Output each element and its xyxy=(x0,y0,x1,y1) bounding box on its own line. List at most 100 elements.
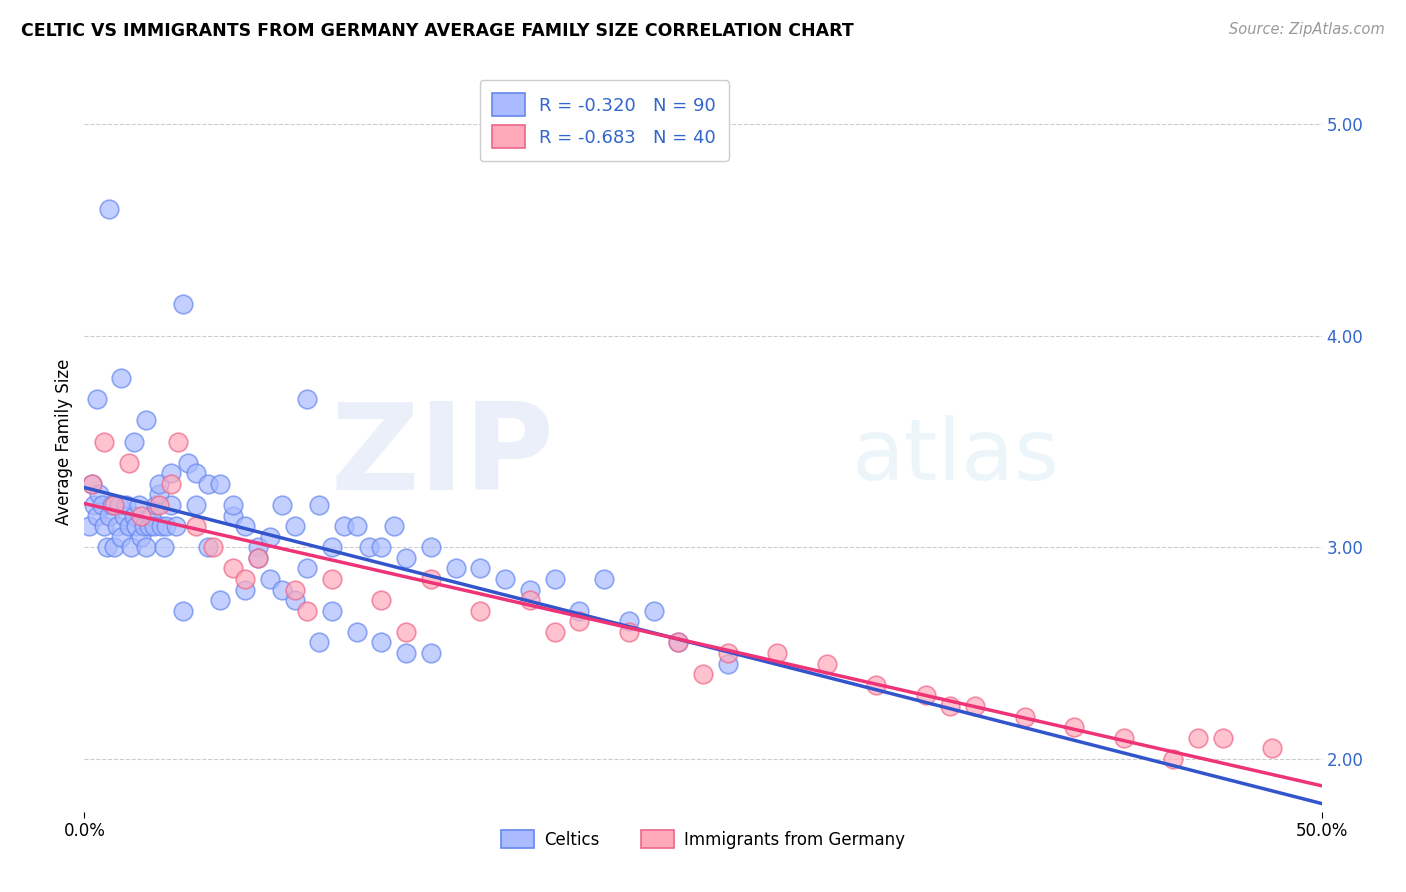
Point xyxy=(766,646,789,660)
Point xyxy=(321,541,343,555)
Point xyxy=(865,678,887,692)
Point xyxy=(246,550,269,565)
Point xyxy=(128,498,150,512)
Point xyxy=(419,541,441,555)
Point xyxy=(419,646,441,660)
Point xyxy=(568,615,591,629)
Point xyxy=(165,519,187,533)
Point xyxy=(103,498,125,512)
Point xyxy=(93,519,115,533)
Point xyxy=(118,519,141,533)
Point xyxy=(357,541,380,555)
Point xyxy=(105,519,128,533)
Point xyxy=(184,519,207,533)
Point xyxy=(308,635,330,649)
Point xyxy=(197,476,219,491)
Point xyxy=(98,202,121,216)
Point xyxy=(122,508,145,523)
Point xyxy=(172,604,194,618)
Point xyxy=(419,572,441,586)
Point xyxy=(148,487,170,501)
Text: ZIP: ZIP xyxy=(330,398,554,515)
Point xyxy=(98,508,121,523)
Point xyxy=(83,498,105,512)
Point xyxy=(233,582,256,597)
Point xyxy=(90,498,112,512)
Point xyxy=(717,646,740,660)
Point xyxy=(167,434,190,449)
Point xyxy=(568,604,591,618)
Point xyxy=(209,593,232,607)
Point xyxy=(86,508,108,523)
Text: atlas: atlas xyxy=(852,415,1060,498)
Point xyxy=(184,467,207,481)
Point xyxy=(444,561,467,575)
Point xyxy=(308,498,330,512)
Point xyxy=(295,392,318,407)
Point xyxy=(494,572,516,586)
Point xyxy=(370,541,392,555)
Point xyxy=(717,657,740,671)
Point xyxy=(370,635,392,649)
Y-axis label: Average Family Size: Average Family Size xyxy=(55,359,73,524)
Point xyxy=(129,530,152,544)
Point xyxy=(815,657,838,671)
Point xyxy=(233,519,256,533)
Point xyxy=(321,572,343,586)
Point xyxy=(172,297,194,311)
Point xyxy=(222,561,245,575)
Point xyxy=(617,615,640,629)
Point xyxy=(271,582,294,597)
Point xyxy=(692,667,714,681)
Point xyxy=(1187,731,1209,745)
Point xyxy=(370,593,392,607)
Point xyxy=(110,530,132,544)
Point xyxy=(141,508,163,523)
Point xyxy=(519,593,541,607)
Point xyxy=(160,476,183,491)
Point xyxy=(295,561,318,575)
Point xyxy=(666,635,689,649)
Point xyxy=(1112,731,1135,745)
Point xyxy=(617,624,640,639)
Point xyxy=(271,498,294,512)
Point xyxy=(470,561,492,575)
Point xyxy=(110,371,132,385)
Point xyxy=(543,624,565,639)
Point xyxy=(129,508,152,523)
Point xyxy=(138,519,160,533)
Point xyxy=(321,604,343,618)
Point xyxy=(222,498,245,512)
Point xyxy=(125,519,148,533)
Legend: Celtics, Immigrants from Germany: Celtics, Immigrants from Germany xyxy=(494,823,912,855)
Point xyxy=(80,476,103,491)
Point xyxy=(1161,752,1184,766)
Point xyxy=(382,519,405,533)
Point xyxy=(96,541,118,555)
Point xyxy=(135,413,157,427)
Point xyxy=(86,392,108,407)
Point xyxy=(184,498,207,512)
Point xyxy=(115,498,138,512)
Point xyxy=(120,541,142,555)
Point xyxy=(152,541,174,555)
Point xyxy=(914,689,936,703)
Point xyxy=(259,530,281,544)
Point xyxy=(89,487,111,501)
Point xyxy=(222,508,245,523)
Point xyxy=(284,519,307,533)
Point xyxy=(122,434,145,449)
Point xyxy=(1212,731,1234,745)
Point xyxy=(142,519,165,533)
Point xyxy=(470,604,492,618)
Point xyxy=(112,508,135,523)
Point xyxy=(209,476,232,491)
Point xyxy=(1014,709,1036,723)
Point xyxy=(284,593,307,607)
Point xyxy=(202,541,225,555)
Point xyxy=(197,541,219,555)
Point xyxy=(395,624,418,639)
Point xyxy=(118,456,141,470)
Point xyxy=(246,541,269,555)
Point xyxy=(160,467,183,481)
